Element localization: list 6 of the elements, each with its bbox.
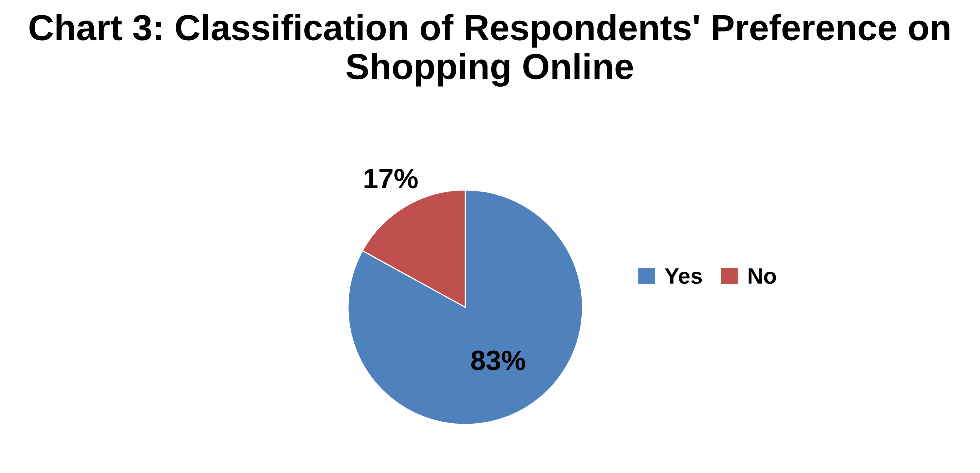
legend-label: No (748, 268, 776, 284)
data-label: 17% (364, 169, 418, 189)
pie-slice (348, 190, 584, 426)
legend-label: Yes (665, 268, 702, 284)
data-label: 83% (471, 350, 526, 370)
chart-title: Chart 3: Classification of Respondents' Preference on Shopping Online (30, 14, 950, 87)
